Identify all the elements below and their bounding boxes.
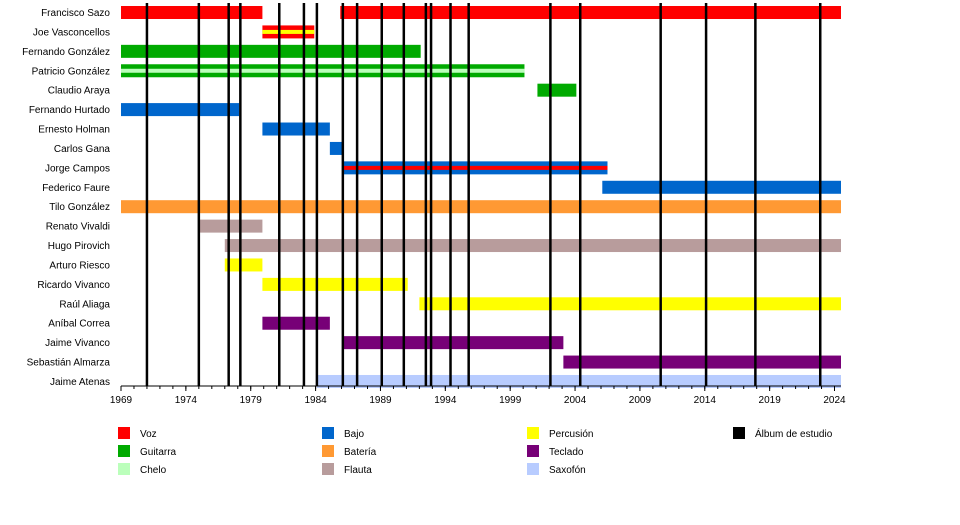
legend-swatch-album [733,427,745,439]
member-label: Arturo Riesco [49,260,110,271]
legend-label: Flauta [344,465,372,476]
legend-label: Bajo [344,429,364,440]
member-label: Hugo Pirovich [48,241,110,252]
legend-swatch-percusion [527,427,539,439]
member-bar-bajo [329,141,343,155]
member-label: Claudio Araya [48,86,111,97]
legend-swatch-flauta [322,463,334,475]
x-tick-label: 1974 [175,395,198,406]
member-bar-percusion [419,297,841,311]
x-tick-label: 2014 [694,395,717,406]
member-bar-voz-stripe [342,165,608,170]
member-bar-teclado [262,316,330,330]
legend-label: Saxofón [549,465,586,476]
x-tick-label: 1984 [304,395,327,406]
member-bar-chelo-stripe [121,68,525,73]
member-bar-saxofon [316,374,841,388]
x-tick-label: 1979 [240,395,263,406]
member-label: Fernando González [22,47,110,58]
member-label: Aníbal Correa [48,319,110,330]
x-tick-label: 2004 [564,395,587,406]
legend-swatch-bateria [322,445,334,457]
member-label: Jaime Vivanco [45,338,110,349]
member-label: Tilo González [49,202,110,213]
album-lines [145,3,822,386]
legend-label: Guitarra [140,447,177,458]
member-bar-bajo [121,103,240,117]
legend-label: Percusión [549,429,593,440]
member-label: Patricio González [32,66,110,77]
x-tick-label: 1999 [499,395,522,406]
member-labels: Francisco Sazo Joe Vasconcellos Fernando G… [22,8,110,388]
member-label: Carlos Gana [54,144,111,155]
member-bar-percusion [224,258,263,272]
legend-label: Chelo [140,465,167,476]
member-bar-guitarra [537,83,577,97]
member-bar-bajo [602,180,841,194]
x-tick-label: 2019 [759,395,782,406]
member-label: Raúl Aliaga [59,299,110,310]
legend-swatch-guitarra [118,445,130,457]
member-bar-bajo [262,122,330,136]
legend-swatch-teclado [527,445,539,457]
legend-swatch-voz [118,427,130,439]
x-tick-label: 2009 [629,395,652,406]
legend-label: Teclado [549,447,584,458]
member-label: Fernando Hurtado [29,105,111,116]
legend-label: Voz [140,429,157,440]
member-bar-teclado [342,336,564,350]
legend: Voz Guitarra Chelo Bajo Batería Flauta Percusi… [118,427,833,476]
member-bar-guitarra [121,44,421,58]
member-label: Sebastián Almarza [27,358,111,369]
legend-label: Álbum de estudio [755,427,833,440]
member-label: Francisco Sazo [41,8,110,19]
member-bar-flauta [198,219,263,233]
member-bar-voz [121,6,263,19]
member-label: Jorge Campos [45,163,110,174]
member-bar-percusion [262,277,408,291]
member-bar-teclado [563,355,841,369]
x-tick-label: 1989 [369,395,392,406]
legend-swatch-bajo [322,427,334,439]
member-bar-voz [340,6,841,19]
legend-label: Batería [344,447,377,458]
member-label: Ernesto Holman [38,125,110,136]
x-tick-label: 1969 [110,395,133,406]
member-label: Renato Vivaldi [46,222,110,233]
x-tick-label: 1994 [434,395,457,406]
x-axis: 1969 1974 1979 1984 1989 1994 1999 2004 2009 2014… [110,385,846,406]
legend-swatch-saxofon [527,463,539,475]
member-bar-flauta [224,239,841,253]
member-label: Federico Faure [42,183,110,194]
member-bar-percusion-stripe [262,29,315,34]
member-label: Joe Vasconcellos [33,27,110,38]
x-tick-label: 2024 [823,395,846,406]
member-label: Ricardo Vivanco [37,280,110,291]
member-label: Jaime Atenas [50,377,110,388]
legend-swatch-chelo [118,463,130,475]
